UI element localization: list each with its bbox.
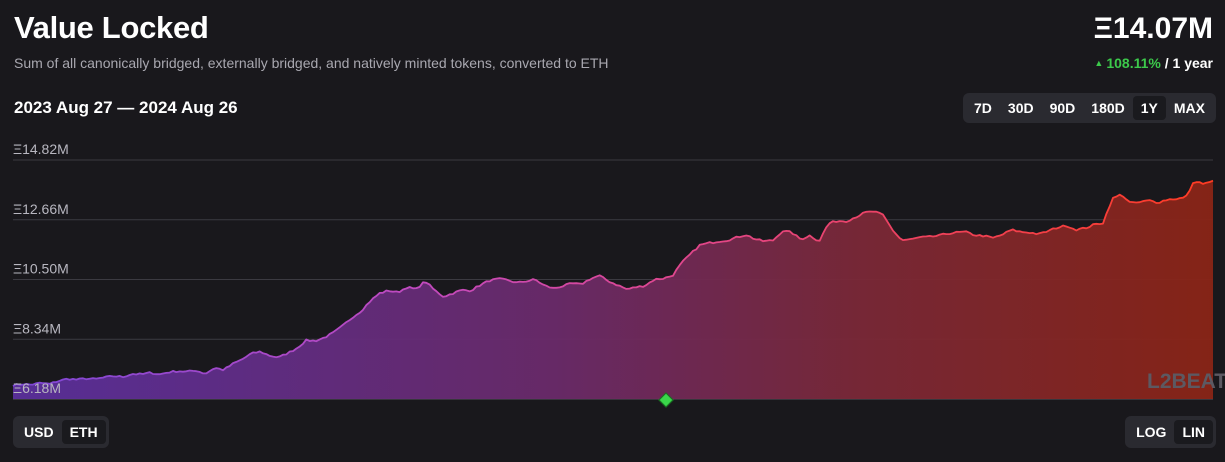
current-value: Ξ14.07M: [1093, 12, 1213, 45]
chart-marker[interactable]: [658, 392, 674, 408]
date-range: 2023 Aug 27 — 2024 Aug 26: [14, 98, 238, 117]
timeframe-1y-button[interactable]: 1Y: [1132, 96, 1166, 120]
scale-selector: LOG LIN: [1125, 416, 1216, 448]
l2beat-watermark: L2BEAT: [1147, 370, 1225, 393]
unit-usd-button[interactable]: USD: [24, 424, 54, 440]
change-period: / 1 year: [1164, 55, 1213, 71]
timeframe-90d-button[interactable]: 90D: [1049, 100, 1076, 116]
arrow-up-icon: ▲: [1094, 58, 1104, 68]
page-title: Value Locked: [14, 10, 209, 45]
chart-line: [12, 179, 1214, 387]
chart-area: [13, 180, 1213, 399]
timeframe-30d-button[interactable]: 30D: [1007, 100, 1034, 116]
timeframe-180d-button[interactable]: 180D: [1091, 100, 1125, 116]
unit-selector: USD ETH: [13, 416, 109, 448]
change-indicator: ▲ 108.11% / 1 year: [1094, 55, 1213, 71]
y-tick-label: Ξ12.66M: [13, 201, 69, 217]
timeframe-max-button[interactable]: MAX: [1173, 100, 1205, 116]
scale-lin-button[interactable]: LIN: [1174, 420, 1213, 444]
timeframe-selector: 7D 30D 90D 180D 1Y MAX: [963, 93, 1216, 123]
y-tick-label: Ξ6.18M: [13, 380, 61, 396]
scale-log-button[interactable]: LOG: [1136, 424, 1167, 440]
page-subtitle: Sum of all canonically bridged, external…: [14, 55, 609, 71]
y-tick-label: Ξ8.34M: [13, 320, 61, 336]
y-tick-label: Ξ10.50M: [13, 261, 69, 277]
change-percent: 108.11%: [1106, 55, 1161, 71]
unit-eth-button[interactable]: ETH: [61, 420, 106, 444]
y-tick-label: Ξ14.82M: [13, 141, 69, 157]
timeframe-7d-button[interactable]: 7D: [974, 100, 992, 116]
